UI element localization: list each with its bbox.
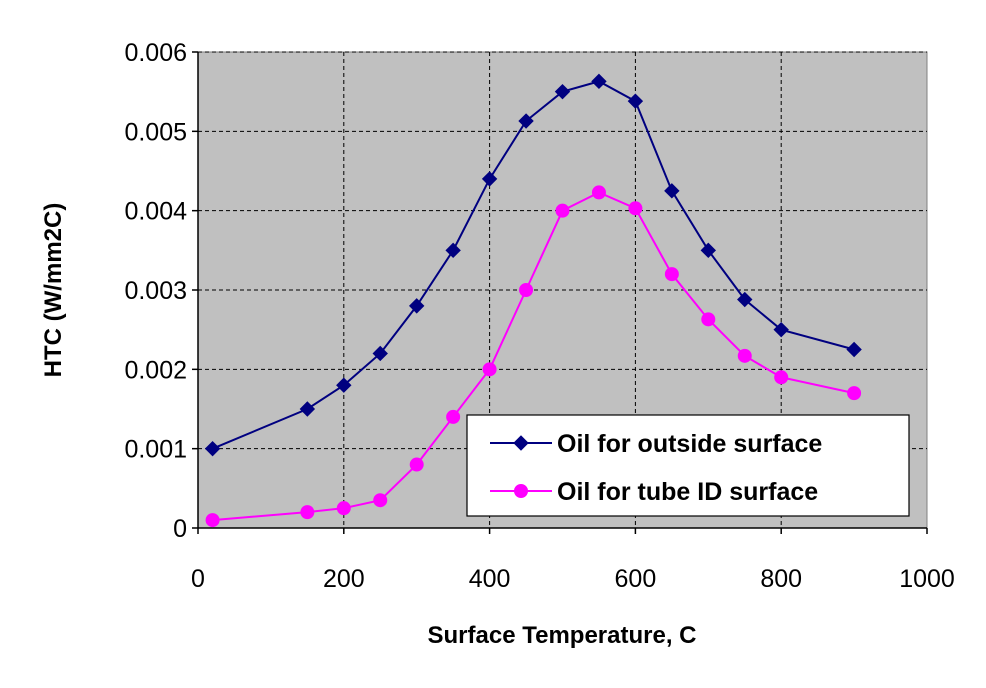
data-point (204, 440, 221, 457)
y-tick-label: 0.004 (124, 198, 187, 226)
y-tick-label: 0.003 (124, 277, 187, 305)
grid-lines (198, 51, 927, 528)
x-tick-label: 800 (760, 565, 802, 593)
data-point (481, 171, 498, 187)
x-tick-label: 0 (191, 565, 205, 593)
data-point (554, 83, 571, 100)
data-point (519, 283, 534, 297)
series-line (212, 191, 855, 522)
legend-label: Oil for outside surface (557, 430, 822, 458)
y-tick-label: 0.002 (124, 356, 187, 384)
data-point (299, 401, 316, 417)
legend-box (466, 414, 910, 517)
data-point (336, 501, 351, 516)
legend: Oil for outside surface Oil for tube ID s… (466, 414, 910, 517)
legend-label: Oil for tube ID surface (557, 478, 818, 506)
data-point (773, 321, 789, 338)
y-tick-label: 0.006 (124, 39, 187, 67)
data-point (700, 242, 717, 259)
y-axis-title: HTC (W/mm2C) (40, 203, 67, 378)
x-tick-label: 1000 (899, 565, 955, 593)
data-point (300, 505, 315, 520)
series-line (212, 80, 855, 450)
y-tick-label: 0.005 (124, 118, 187, 146)
data-point (373, 493, 388, 508)
data-point (336, 377, 352, 393)
x-tick-label: 400 (469, 565, 511, 593)
data-point (555, 203, 570, 218)
data-point (737, 348, 752, 363)
data-point (664, 183, 680, 199)
data-point (205, 513, 220, 528)
data-point (445, 242, 461, 259)
data-point (409, 457, 424, 472)
data-point (482, 362, 497, 377)
data-point (701, 312, 716, 327)
data-point (627, 93, 644, 109)
x-tick-label: 200 (323, 565, 365, 593)
y-tick-label: 0.001 (124, 436, 187, 464)
tick-labels: 0 0.001 0.002 0.003 0.004 0.005 0.006 0 200 400 60… (124, 39, 954, 593)
series-2 (205, 185, 862, 528)
data-point (408, 298, 425, 314)
data-point (591, 73, 607, 90)
data-point (847, 386, 862, 401)
y-tick-label: 0 (173, 515, 187, 543)
axes (192, 51, 928, 534)
legend-swatch-marker (513, 435, 529, 451)
data-point (591, 185, 606, 200)
legend-swatch-marker (514, 484, 528, 498)
x-axis-title: Surface Temperature, C (428, 622, 697, 649)
series-1 (204, 73, 862, 457)
data-point (774, 370, 789, 385)
data-point (446, 409, 461, 424)
data-point (518, 113, 534, 129)
series-layer (204, 73, 862, 528)
data-point (846, 341, 862, 358)
legend-item: Oil for tube ID surface (490, 478, 818, 506)
data-point (628, 201, 643, 216)
x-tick-label: 600 (615, 565, 657, 593)
legend-item: Oil for outside surface (490, 430, 822, 458)
data-point (372, 345, 388, 362)
legend-items: Oil for outside surface Oil for tube ID s… (490, 430, 822, 506)
data-point (664, 267, 679, 282)
data-point (737, 291, 753, 308)
